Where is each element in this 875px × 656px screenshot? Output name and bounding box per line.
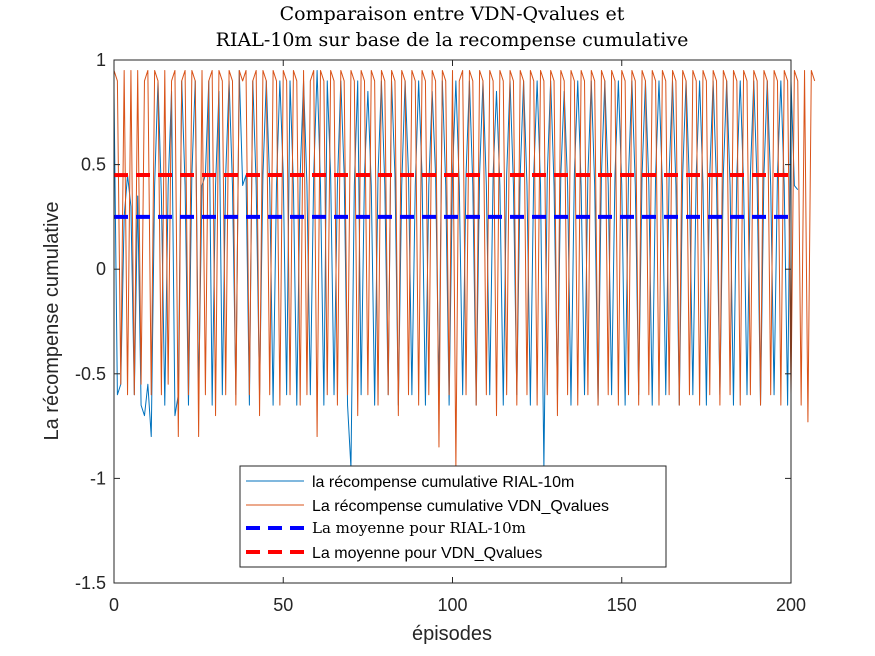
- legend-box: [239, 465, 667, 568]
- y-axis: -1.5 -1 -0.5 0 0.5 1: [75, 50, 791, 593]
- legend-label-rial: la récompense cumulative RIAL-10m: [312, 474, 574, 491]
- x-axis-label: épisodes: [412, 623, 492, 645]
- series-line-0: [113, 69, 799, 469]
- y-tick-label: -1: [90, 468, 106, 488]
- x-axis: 0 50 100 150 200: [109, 60, 806, 615]
- chart-title-line-1: Comparaison entre VDN-Qvalues et: [280, 3, 625, 25]
- x-tick-label: 0: [109, 595, 119, 615]
- x-tick-label: 150: [607, 595, 637, 615]
- legend-label-rial-mean: La moyenne pour RIAL-10m: [312, 519, 526, 537]
- x-tick-label: 50: [273, 595, 293, 615]
- series-line-1: [113, 69, 816, 469]
- legend-label-vdn: La récompense cumulative VDN_Qvalues: [312, 498, 609, 515]
- y-tick-label: 0: [96, 259, 106, 279]
- y-tick-label: 1: [96, 50, 106, 70]
- x-tick-label: 200: [776, 595, 806, 615]
- legend-label-vdn-mean: La moyenne pour VDN_Qvalues: [312, 545, 542, 562]
- x-tick-label: 100: [437, 595, 467, 615]
- legend: la récompense cumulative RIAL-10m La réc…: [239, 465, 667, 568]
- chart-title-line-2: RIAL-10m sur base de la recompense cumul…: [216, 29, 689, 51]
- y-tick-label: -0.5: [75, 364, 106, 384]
- series-layer: [113, 69, 816, 469]
- y-tick-label: 0.5: [81, 155, 106, 175]
- y-tick-label: -1.5: [75, 573, 106, 593]
- y-axis-label: La récompense cumulative: [41, 201, 63, 440]
